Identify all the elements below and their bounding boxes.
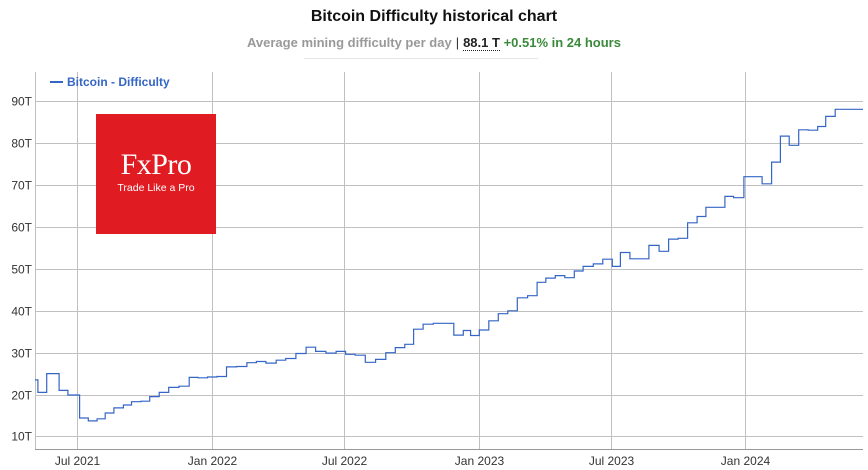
x-tick-label: Jan 2023 xyxy=(455,454,505,468)
logo-tagline: Trade Like a Pro xyxy=(117,182,195,194)
y-tick-label: 30T xyxy=(11,347,32,361)
subtitle-label: Average mining difficulty per day xyxy=(247,35,452,50)
logo-brand: FxPro xyxy=(120,148,192,181)
y-tick-label: 10T xyxy=(11,430,32,444)
fxpro-logo: FxPro Trade Like a Pro xyxy=(96,114,216,234)
y-tick-label: 70T xyxy=(11,179,32,193)
chart-legend: Bitcoin - Difficulty xyxy=(50,75,170,89)
y-tick-label: 40T xyxy=(11,305,32,319)
x-tick-label: Jul 2023 xyxy=(589,454,635,468)
series-layer xyxy=(35,108,863,422)
chart-subtitle: Average mining difficulty per day | 88.1 T… xyxy=(0,35,868,51)
x-tick-label: Jul 2022 xyxy=(322,454,368,468)
subtitle-separator: | xyxy=(455,35,460,50)
y-tick-label: 20T xyxy=(11,389,32,403)
legend-label: Bitcoin - Difficulty xyxy=(67,75,170,89)
y-tick-label: 80T xyxy=(11,137,32,151)
x-tick-label: Jul 2021 xyxy=(55,454,101,468)
y-tick-label: 60T xyxy=(11,221,32,235)
y-tick-label: 90T xyxy=(11,95,32,109)
y-axis: 10T 20T 30T 40T 50T 60T 70T 80T 90T xyxy=(11,95,32,444)
x-tick-label: Jan 2024 xyxy=(721,454,771,468)
chart-title: Bitcoin Difficulty historical chart xyxy=(310,8,558,25)
series-line-bitcoin-difficulty xyxy=(35,108,863,422)
current-difficulty-value[interactable]: 88.1 T xyxy=(463,35,500,51)
toolbar-strip xyxy=(304,58,538,63)
y-tick-label: 50T xyxy=(11,263,32,277)
x-axis: Jul 2021 Jan 2022 Jul 2022 Jan 2023 Jul 2023… xyxy=(55,454,771,468)
difficulty-change: +0.51% in 24 hours xyxy=(503,35,621,50)
x-tick-label: Jan 2022 xyxy=(188,454,238,468)
